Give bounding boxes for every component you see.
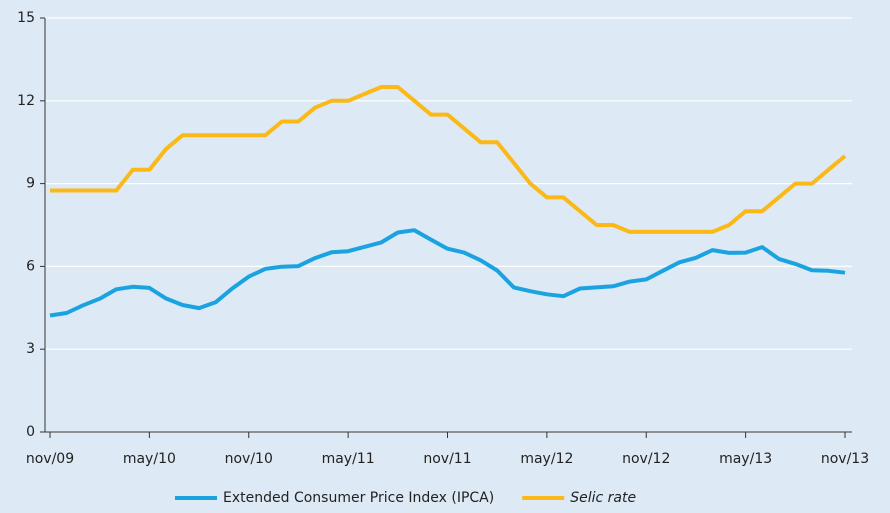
legend-label: Selic rate [570,490,636,506]
x-tick-label: nov/11 [423,451,471,467]
legend-label: Extended Consumer Price Index (IPCA) [223,490,494,506]
y-tick-label: 12 [17,93,35,109]
x-tick-label: nov/10 [225,451,273,467]
y-tick-label: 9 [26,176,35,192]
series-line [49,228,846,318]
x-tick-label: may/13 [719,451,772,467]
x-tick-label: nov/12 [622,451,670,467]
y-tick-label: 0 [26,424,35,440]
x-tick-label: may/12 [520,451,573,467]
x-tick-label: nov/09 [26,451,74,467]
y-tick-label: 3 [26,341,35,357]
y-tick-label: 15 [17,10,35,26]
x-tick-label: may/11 [322,451,375,467]
y-tick-label: 6 [26,258,35,274]
x-tick-label: may/10 [123,451,176,467]
x-tick-label: nov/13 [821,451,869,467]
series-line [50,85,847,234]
